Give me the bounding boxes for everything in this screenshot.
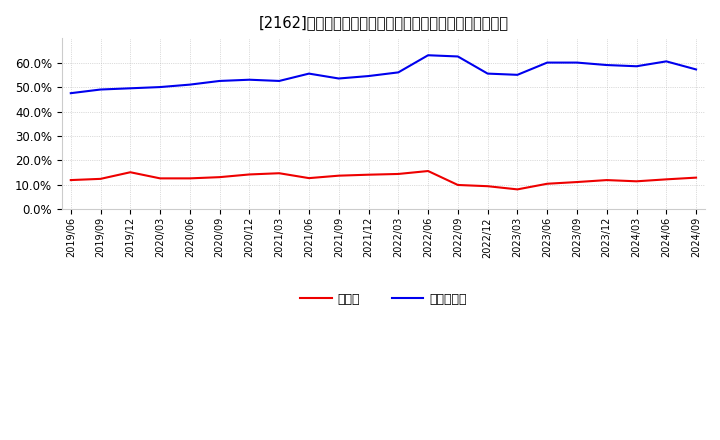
現預金 bbox=[603, 177, 611, 183]
有利子負債 bbox=[305, 71, 313, 76]
有利子負債 bbox=[186, 82, 194, 87]
現預金 bbox=[513, 187, 522, 192]
有利子負債 bbox=[543, 60, 552, 65]
現預金 bbox=[424, 169, 433, 174]
現預金 bbox=[632, 179, 641, 184]
有利子負債 bbox=[96, 87, 105, 92]
現預金 bbox=[364, 172, 373, 177]
現預金 bbox=[454, 182, 462, 187]
有利子負債 bbox=[394, 70, 402, 75]
有利子負債 bbox=[424, 53, 433, 58]
現預金 bbox=[305, 176, 313, 181]
現預金 bbox=[215, 175, 224, 180]
有利子負債 bbox=[572, 60, 581, 65]
現預金 bbox=[394, 171, 402, 176]
有利子負債 bbox=[662, 59, 670, 64]
現預金 bbox=[572, 180, 581, 185]
現預金 bbox=[96, 176, 105, 181]
有利子負債 bbox=[66, 91, 75, 96]
現預金 bbox=[483, 183, 492, 189]
現預金 bbox=[186, 176, 194, 181]
現預金 bbox=[662, 177, 670, 182]
有利子負債 bbox=[335, 76, 343, 81]
有利子負債 bbox=[156, 84, 164, 90]
現預金 bbox=[245, 172, 253, 177]
有利子負債 bbox=[275, 78, 284, 84]
有利子負債 bbox=[454, 54, 462, 59]
有利子負債 bbox=[215, 78, 224, 84]
現預金 bbox=[275, 171, 284, 176]
現預金 bbox=[66, 177, 75, 183]
Line: 有利子負債: 有利子負債 bbox=[71, 55, 696, 93]
Legend: 現預金, 有利子負債: 現預金, 有利子負債 bbox=[295, 288, 472, 311]
有利子負債 bbox=[513, 72, 522, 77]
有利子負債 bbox=[126, 86, 135, 91]
有利子負債 bbox=[245, 77, 253, 82]
有利子負債 bbox=[632, 64, 641, 69]
Line: 現預金: 現預金 bbox=[71, 171, 696, 189]
現預金 bbox=[126, 169, 135, 175]
現預金 bbox=[156, 176, 164, 181]
Title: [2162]　現預金、有利子負債の総資産に対する比率の推移: [2162] 現預金、有利子負債の総資産に対する比率の推移 bbox=[258, 15, 508, 30]
現預金 bbox=[543, 181, 552, 187]
有利子負債 bbox=[603, 62, 611, 68]
現預金 bbox=[692, 175, 701, 180]
有利子負債 bbox=[483, 71, 492, 76]
有利子負債 bbox=[364, 73, 373, 79]
有利子負債 bbox=[692, 67, 701, 72]
現預金 bbox=[335, 173, 343, 178]
